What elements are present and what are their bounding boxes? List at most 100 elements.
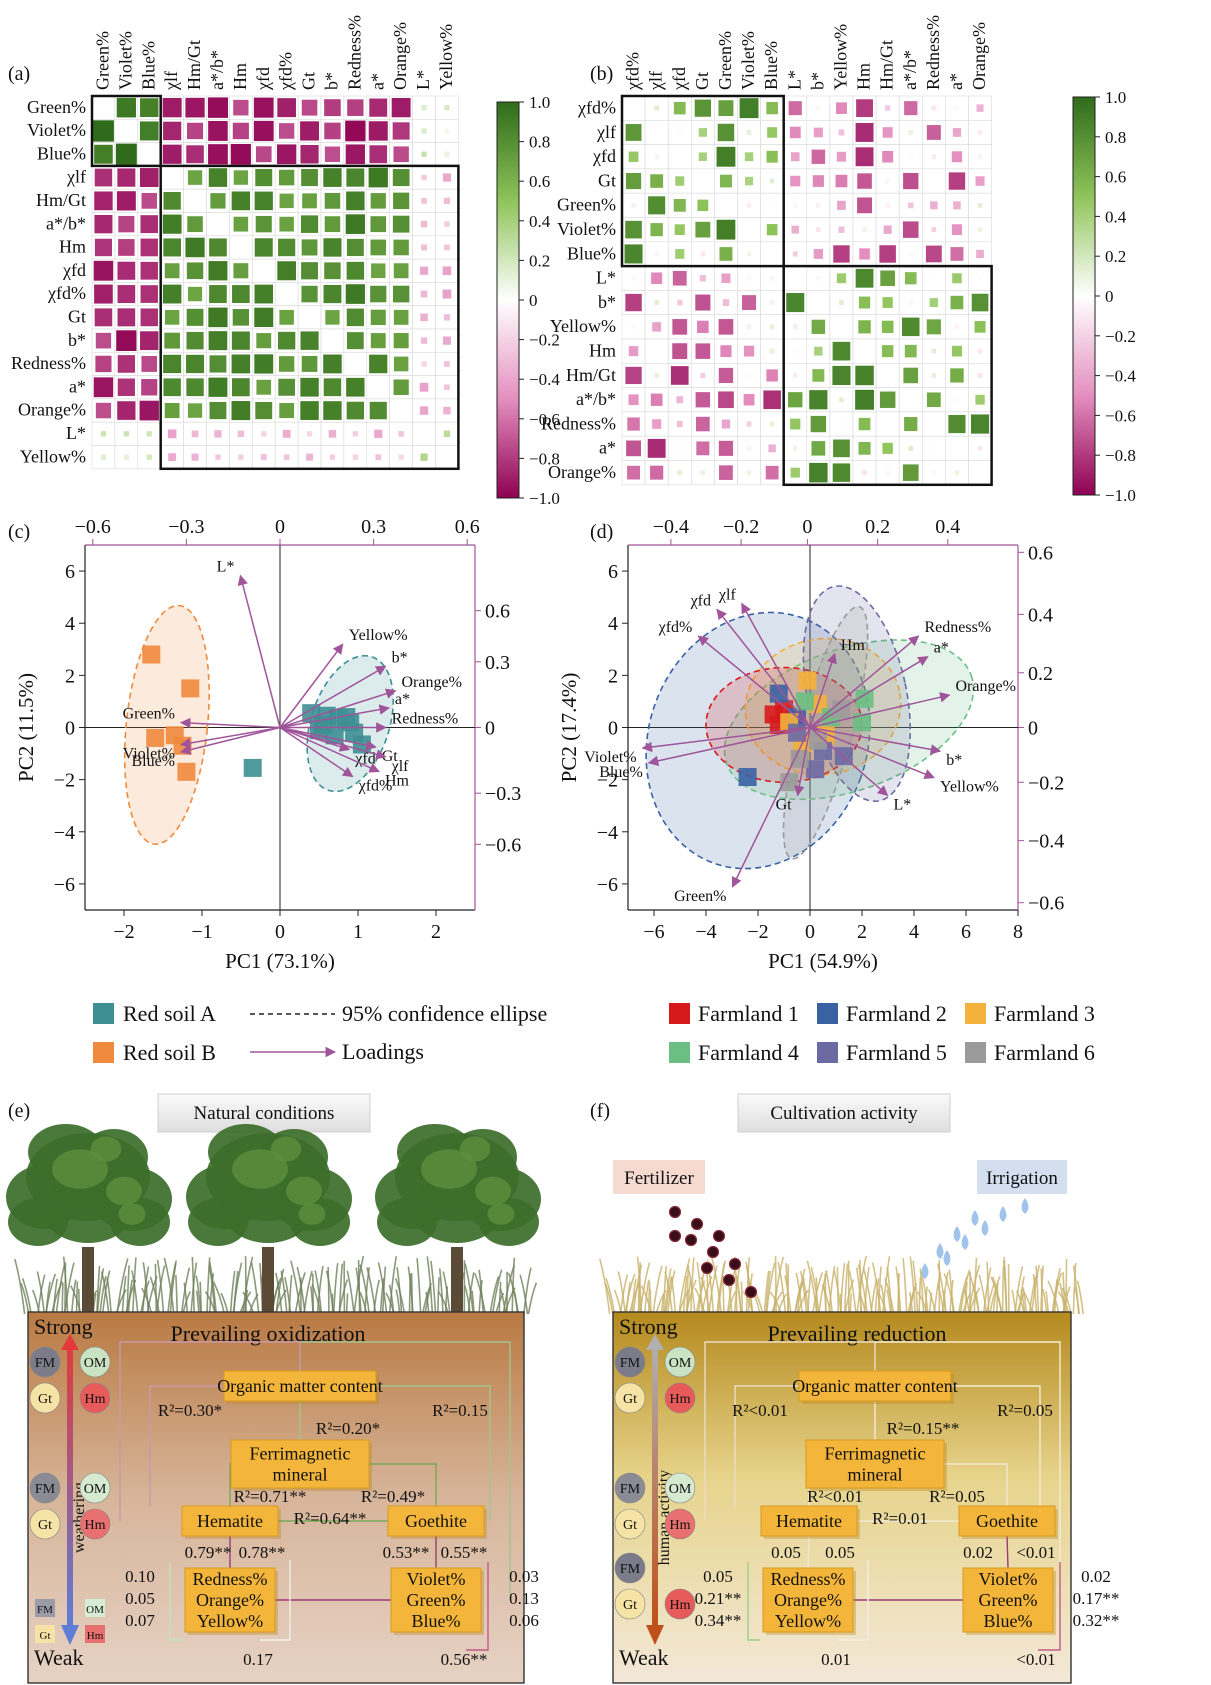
heatmap-a-mark <box>346 168 365 187</box>
heatmap-a-row-label: Orange% <box>18 400 86 420</box>
heatmap-b-mark <box>654 372 659 378</box>
mineral-circle <box>79 1472 111 1504</box>
heatmap-b-mark <box>855 122 874 142</box>
heatmap-a-mark <box>231 378 250 397</box>
heatmap-b-row-label: a* <box>599 438 616 458</box>
banner-label: Natural conditions <box>194 1103 335 1124</box>
heatmap-a-row-label: Gt <box>68 306 86 326</box>
loading-arrow <box>279 688 397 729</box>
heatmap-b-mark <box>699 275 706 282</box>
heatmap-a-mark <box>300 377 319 397</box>
heatmap-a-mark <box>279 216 294 232</box>
heatmap-b-mark <box>743 345 755 357</box>
heatmap-b-mark <box>631 275 636 281</box>
heatmap-b-mark <box>951 224 963 236</box>
heatmap-a-mark <box>277 261 296 281</box>
loading-arrow <box>641 726 811 753</box>
loading-label: a* <box>934 640 949 657</box>
banner-label: Cultivation activity <box>770 1103 918 1124</box>
heatmap-b-mark <box>651 272 663 285</box>
y-tick-label: −2 <box>54 770 75 792</box>
heatmap-a-col-label: L* <box>413 70 433 90</box>
value-left: 0.05 <box>125 1589 155 1608</box>
heatmap-a-mark <box>117 308 136 327</box>
top-tick-label: −0.4 <box>653 516 689 538</box>
heatmap-b-mark <box>904 417 918 432</box>
heatmap-b-mark <box>882 127 893 138</box>
box-ferrimagnetic-label: Ferrimagnetic <box>825 1444 926 1464</box>
heatmap-b-cell <box>714 192 738 218</box>
heatmap-a-mark <box>368 121 388 141</box>
heatmap-b-block-1 <box>620 94 785 268</box>
heatmap-b-mark <box>812 175 824 187</box>
mineral-circle <box>614 1346 646 1378</box>
heatmap-b-mark <box>654 348 659 354</box>
heatmap-a-mark <box>146 431 152 437</box>
heatmap-b-mark <box>855 389 874 410</box>
heatmap-b-mark <box>810 415 827 433</box>
heatmap-b-mark <box>673 198 686 212</box>
loading-arrow <box>716 608 811 728</box>
heatmap-a-mark <box>93 260 114 281</box>
loading-arrow <box>179 726 281 755</box>
heatmap-b-mark <box>654 154 659 160</box>
mineral-circle <box>29 1508 61 1540</box>
heatmap-a-row-label: χlf <box>66 167 86 187</box>
heatmap-b-mark <box>908 129 914 135</box>
loading-label: χfd% <box>658 619 693 636</box>
heatmap-a-mark <box>444 104 450 111</box>
heatmap-a-mark <box>208 307 228 328</box>
y-tick-label: 6 <box>65 561 75 583</box>
legend-label-red-soil-b: Red soil B <box>123 1040 216 1065</box>
heatmap-b-mark <box>885 178 890 184</box>
heatmap-a-mark <box>279 123 295 139</box>
heatmap-b-mark <box>746 202 752 208</box>
heatmap-b-row-label: χfd% <box>577 97 616 117</box>
heatmap-a-row-label: Hm/Gt <box>36 190 86 210</box>
heatmap-a-mark <box>191 453 199 461</box>
fertilizer-dot <box>722 1273 736 1287</box>
heatmap-a-mark <box>256 379 272 395</box>
heatmap-a-mark <box>94 238 113 257</box>
colorbar-tick-label: −0.6 <box>529 410 560 429</box>
heatmap-a-mark <box>420 337 428 344</box>
heatmap-b-mark <box>839 300 844 306</box>
legend-label-red-soil-a: Red soil A <box>123 1001 216 1026</box>
heatmap-a-row-label: Blue% <box>37 143 86 163</box>
heatmap-a-mark <box>231 331 250 350</box>
top-tick-label: 0.3 <box>361 516 386 538</box>
heatmap-b-col-label: L* <box>784 70 804 90</box>
water-drop <box>936 1243 944 1259</box>
loading-arrow <box>237 574 281 728</box>
diagram-f: Cultivation activity Fertilizer Irrigation… <box>599 1093 1119 1684</box>
heatmap-b-cell <box>806 290 831 315</box>
heatmap-a-mark <box>345 120 366 142</box>
heatmap-b-mark <box>625 172 642 190</box>
heatmap-a-mark <box>254 191 273 211</box>
r2-fm-gt: R²=0.49* <box>361 1487 425 1506</box>
loading-arrow <box>741 602 811 728</box>
mineral-circle-label: Hm <box>85 1392 106 1407</box>
right-tick-label: −0.6 <box>1028 893 1064 915</box>
heatmap-a-mark <box>140 215 159 234</box>
loading-arrow <box>809 692 951 729</box>
heatmap-b-mark <box>625 366 642 385</box>
x-axis-label: PC1 (54.9%) <box>768 949 878 973</box>
mineral-circle <box>614 1472 646 1504</box>
fertilizer-dot <box>668 1229 682 1243</box>
loading-label: L* <box>217 559 235 576</box>
heatmap-a-mark <box>209 401 227 420</box>
heatmap-a-mark <box>123 431 129 437</box>
heatmap-a-mark <box>186 331 204 350</box>
heatmap-a-col-label: Redness% <box>344 15 364 90</box>
box-left-colors <box>762 1567 854 1633</box>
loading-arrow <box>279 726 380 773</box>
mineral-circle <box>614 1508 646 1540</box>
box-right-colors-label: Blue% <box>412 1611 461 1631</box>
heatmap-b-mark <box>628 151 639 162</box>
heatmap-b-mark <box>763 390 781 410</box>
heatmap-b-mark <box>650 174 664 188</box>
heatmap-b-mark <box>948 172 966 190</box>
heatmap-a-mark <box>278 356 295 372</box>
axis-arrow-label: weathering <box>71 1482 88 1553</box>
